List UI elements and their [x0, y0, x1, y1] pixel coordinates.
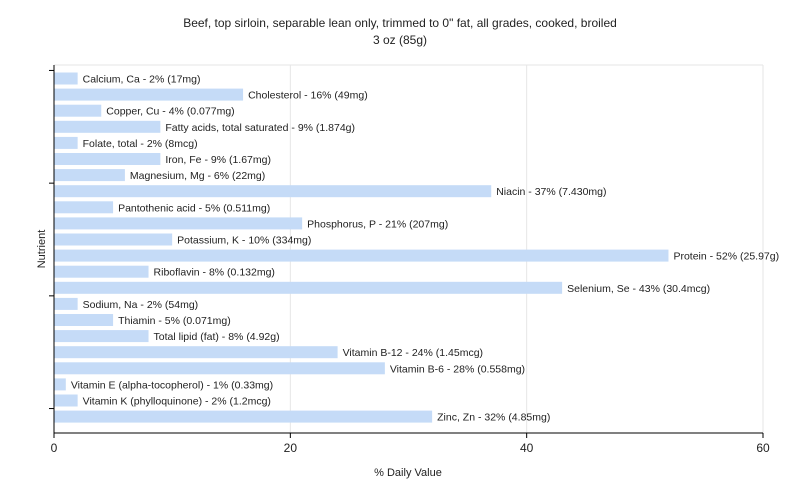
- bar-label: Thiamin - 5% (0.071mg): [118, 315, 231, 327]
- x-tick-label: 60: [756, 441, 770, 455]
- chart-subtitle: 3 oz (85g): [373, 33, 427, 47]
- bar-label: Vitamin K (phylloquinone) - 2% (1.2mcg): [83, 396, 271, 408]
- bar: [54, 394, 78, 407]
- bar-label: Potassium, K - 10% (334mg): [177, 235, 311, 247]
- bar: [54, 410, 433, 423]
- bar: [54, 169, 125, 182]
- bar-label: Pantothenic acid - 5% (0.511mg): [118, 202, 270, 214]
- x-tick-label: 0: [51, 441, 58, 455]
- gridlines: [54, 64, 764, 433]
- bar-label: Selenium, Se - 43% (30.4mcg): [567, 283, 710, 295]
- bar: [54, 104, 102, 117]
- bar-label: Folate, total - 2% (8mcg): [83, 138, 198, 150]
- bars: Calcium, Ca - 2% (17mg) Cholesterol - 16%…: [54, 72, 779, 424]
- bar-label: Protein - 52% (25.97g): [673, 251, 779, 263]
- bar-label: Total lipid (fat) - 8% (4.92g): [154, 331, 280, 343]
- x-tick-label: 20: [284, 441, 298, 455]
- chart-title: Beef, top sirloin, separable lean only, …: [183, 16, 617, 30]
- bar: [54, 185, 492, 198]
- bar-label: Riboflavin - 8% (0.132mg): [154, 267, 275, 279]
- bar: [54, 281, 563, 294]
- axes: [49, 65, 764, 438]
- bar-label: Copper, Cu - 4% (0.077mg): [106, 106, 234, 118]
- bar-label: Cholesterol - 16% (49mg): [248, 90, 368, 102]
- bar-label: Vitamin B-6 - 28% (0.558mg): [390, 363, 525, 375]
- bar: [54, 330, 149, 343]
- x-axis-title: % Daily Value: [374, 467, 442, 479]
- bar: [54, 249, 669, 262]
- bar: [54, 378, 66, 391]
- bar-label: Fatty acids, total saturated - 9% (1.874…: [165, 122, 355, 134]
- bar: [54, 120, 161, 133]
- bar: [54, 233, 173, 246]
- bar: [54, 217, 303, 230]
- bar: [54, 346, 338, 359]
- bar: [54, 72, 78, 85]
- bar: [54, 153, 161, 165]
- bar-label: Vitamin B-12 - 24% (1.45mcg): [343, 347, 483, 359]
- bar: [54, 265, 149, 278]
- x-tick-label: 40: [520, 441, 534, 455]
- y-axis-title: Nutrient: [36, 230, 48, 269]
- bar: [54, 88, 244, 101]
- x-tick-labels: 0 20 40 60: [51, 441, 770, 455]
- bar-label: Vitamin E (alpha-tocopherol) - 1% (0.33m…: [71, 379, 273, 391]
- bar-label: Zinc, Zn - 32% (4.85mg): [437, 412, 550, 424]
- bar-label: Sodium, Na - 2% (54mg): [83, 299, 199, 311]
- bar: [54, 362, 385, 375]
- bar: [54, 201, 114, 214]
- bar-label: Magnesium, Mg - 6% (22mg): [130, 170, 265, 182]
- bar-label: Calcium, Ca - 2% (17mg): [83, 74, 201, 86]
- bar-label: Iron, Fe - 9% (1.67mg): [165, 154, 271, 166]
- bar-label: Phosphorus, P - 21% (207mg): [307, 218, 448, 230]
- bar-label: Niacin - 37% (7.430mg): [496, 186, 606, 198]
- bar: [54, 136, 78, 149]
- bar: [54, 297, 78, 310]
- bar: [54, 314, 114, 326]
